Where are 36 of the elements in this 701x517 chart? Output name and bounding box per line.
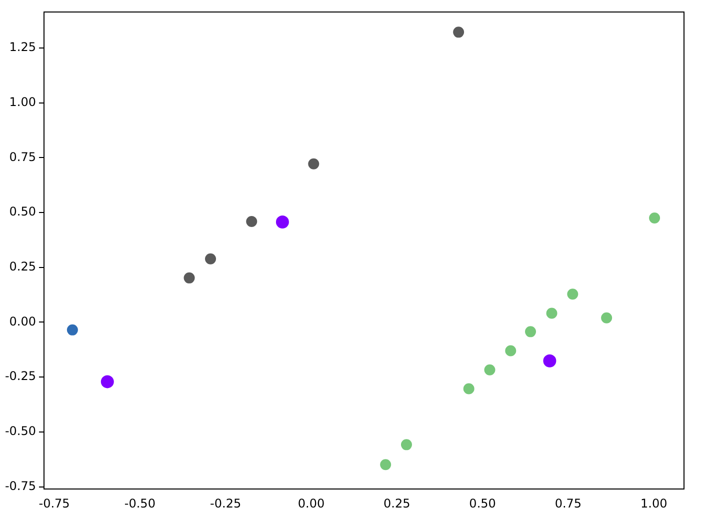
- point: [66, 324, 78, 336]
- point: [184, 272, 195, 284]
- point: [100, 375, 114, 388]
- point: [649, 212, 660, 224]
- point: [567, 288, 578, 300]
- point: [453, 26, 464, 38]
- y-tick-label: 0.00: [9, 314, 36, 328]
- point: [205, 253, 216, 264]
- x-tick-label: -0.50: [124, 496, 156, 510]
- y-tick-label: -0.50: [4, 424, 36, 438]
- y-tick-label: -0.25: [4, 369, 36, 384]
- y-tick-label: 0.50: [9, 204, 36, 219]
- x-tick-label: 0.75: [554, 496, 582, 510]
- point: [525, 326, 536, 338]
- point: [276, 215, 289, 228]
- point: [380, 459, 392, 470]
- x-tick-label: 0.50: [469, 496, 496, 510]
- y-tick-label: 1.00: [9, 94, 36, 109]
- point: [546, 308, 558, 319]
- x-tick-label: -0.75: [38, 496, 70, 510]
- y-tick-label: 1.25: [9, 40, 36, 54]
- point: [543, 354, 556, 368]
- point: [484, 364, 496, 376]
- point: [246, 216, 258, 228]
- x-tick-label: 1.00: [640, 496, 668, 510]
- point: [601, 312, 612, 324]
- y-tick-label: 0.25: [9, 260, 36, 274]
- point: [463, 383, 474, 394]
- point: [400, 439, 412, 450]
- x-tick-label: 0.00: [298, 496, 325, 510]
- x-tick-label: 0.25: [384, 496, 410, 510]
- x-tick-label: -0.25: [210, 496, 242, 510]
- point: [505, 345, 516, 356]
- y-tick-label: -0.75: [4, 478, 36, 493]
- y-tick-label: 0.75: [9, 150, 36, 164]
- point: [308, 158, 320, 170]
